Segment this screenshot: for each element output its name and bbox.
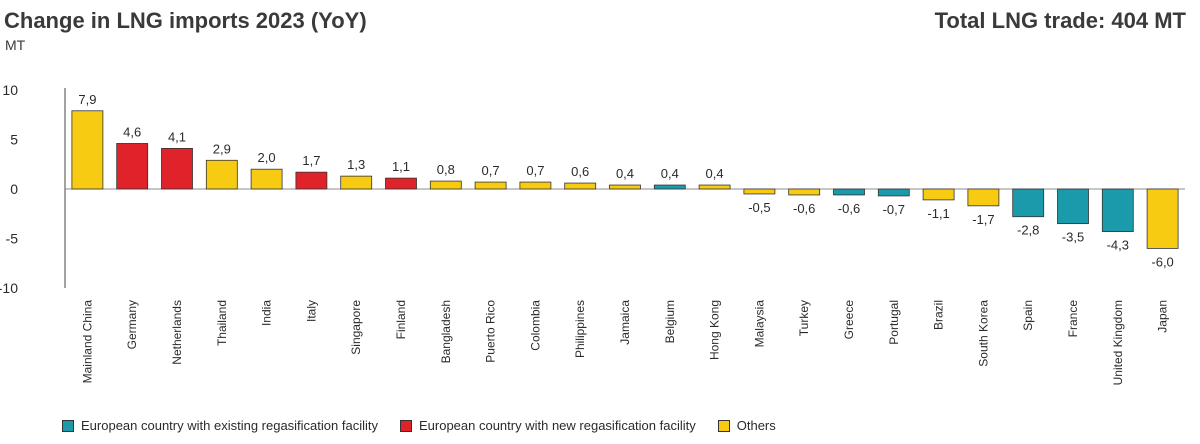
data-label-11: 0,6 <box>571 164 589 179</box>
x-tick-label-13: Belgium <box>663 300 677 343</box>
total-trade-label: Total LNG trade: 404 MT <box>934 8 1186 33</box>
data-label-20: -1,7 <box>972 212 994 227</box>
data-label-13: 0,4 <box>661 166 679 181</box>
x-tick-label-18: Portugal <box>887 300 901 345</box>
bar-23 <box>1101 188 1134 232</box>
x-tick-label-23: United Kingdom <box>1111 300 1125 385</box>
bar-22 <box>1057 188 1089 225</box>
data-label-23: -4,3 <box>1107 238 1129 253</box>
x-tick-label-5: Italy <box>304 300 318 322</box>
bar-21 <box>1012 188 1045 218</box>
data-label-9: 0,7 <box>482 163 500 178</box>
x-tick-label-0: Mainland China <box>80 300 94 384</box>
x-tick-label-1: Germany <box>125 300 139 349</box>
x-tick-label-14: Hong Kong <box>708 300 722 360</box>
x-tick-label-6: Singapore <box>349 300 363 355</box>
bar-10 <box>519 181 552 190</box>
bar-3 <box>205 159 238 190</box>
data-label-19: -1,1 <box>927 206 949 221</box>
data-label-18: -0,7 <box>883 202 905 217</box>
y-tick-label-0: 10 <box>2 82 18 98</box>
legend-swatch-others <box>717 419 730 432</box>
bar-15 <box>743 188 776 195</box>
bar-6 <box>340 175 373 190</box>
bar-4 <box>250 168 283 190</box>
data-label-1: 4,6 <box>123 124 141 139</box>
x-tick-label-16: Turkey <box>797 300 811 336</box>
data-label-24: -6,0 <box>1151 254 1173 269</box>
legend-swatch-existing <box>62 419 74 432</box>
x-tick-label-15: Malaysia <box>752 300 766 348</box>
bar-2 <box>161 148 193 190</box>
bar-20 <box>967 188 1000 207</box>
bar-12 <box>609 184 641 190</box>
data-label-10: 0,7 <box>526 163 544 178</box>
y-tick-label-2: 0 <box>10 181 18 197</box>
x-tick-label-22: France <box>1066 300 1080 338</box>
data-label-21: -2,8 <box>1017 223 1039 238</box>
data-label-7: 1,1 <box>392 159 410 174</box>
x-tick-label-3: Thailand <box>215 300 229 346</box>
x-tick-label-9: Puerto Rico <box>484 300 498 363</box>
x-tick-label-11: Philippines <box>573 300 587 358</box>
y-axis-unit: MT <box>5 37 26 53</box>
y-tick-label-3: -5 <box>6 231 19 247</box>
data-label-0: 7,9 <box>78 92 96 107</box>
legend-item-new: European country with new regasification… <box>399 418 696 433</box>
bar-chart: 10 5 0 -5 -10 7,9 Mainland China 4,6 Germany 4,1 N… <box>0 82 1185 385</box>
legend-item-others: Others <box>717 418 776 433</box>
x-tick-label-2: Netherlands <box>170 300 184 365</box>
legend: European country with existing regasific… <box>62 418 798 433</box>
data-label-16: -0,6 <box>793 201 815 216</box>
x-tick-label-21: Spain <box>1021 300 1035 331</box>
legend-swatch-new <box>399 419 412 432</box>
legend-label-new: European country with new regasification… <box>418 418 696 433</box>
bar-24 <box>1146 188 1179 249</box>
x-tick-label-20: South Korea <box>976 300 990 367</box>
x-tick-label-12: Jamaica <box>618 300 632 345</box>
bar-11 <box>564 182 597 190</box>
data-label-4: 2,0 <box>258 150 276 165</box>
bar-9 <box>474 181 507 190</box>
bar-16 <box>788 188 821 196</box>
bar-0 <box>71 110 104 190</box>
x-tick-label-8: Bangladesh <box>439 300 453 363</box>
x-tick-label-7: Finland <box>394 300 408 339</box>
bar-1 <box>116 143 149 190</box>
data-label-6: 1,3 <box>347 157 365 172</box>
data-label-22: -3,5 <box>1062 230 1084 245</box>
legend-item-existing: European country with existing regasific… <box>62 418 378 433</box>
x-tick-label-24: Japan <box>1156 300 1170 333</box>
data-label-5: 1,7 <box>302 153 320 168</box>
data-label-17: -0,6 <box>838 201 860 216</box>
legend-label-existing: European country with existing regasific… <box>81 418 378 433</box>
data-label-2: 4,1 <box>168 129 186 144</box>
data-label-12: 0,4 <box>616 166 634 181</box>
x-tick-label-19: Brazil <box>932 300 946 330</box>
y-tick-label-4: -10 <box>0 280 18 296</box>
bar-18 <box>877 188 910 197</box>
data-label-8: 0,8 <box>437 162 455 177</box>
data-label-15: -0,5 <box>748 200 770 215</box>
chart-title: Change in LNG imports 2023 (YoY) <box>4 8 367 33</box>
bar-5 <box>295 171 328 190</box>
bar-14 <box>698 184 731 190</box>
bar-19 <box>922 188 955 201</box>
bar-17 <box>833 188 865 196</box>
bar-8 <box>429 180 462 190</box>
data-label-14: 0,4 <box>706 166 724 181</box>
x-tick-label-17: Greece <box>842 300 856 340</box>
x-tick-label-10: Colombia <box>528 300 542 351</box>
data-label-3: 2,9 <box>213 141 231 156</box>
y-tick-label-1: 5 <box>10 132 18 148</box>
legend-label-others: Others <box>736 418 776 433</box>
bar-7 <box>385 177 417 190</box>
x-tick-label-4: India <box>260 300 274 326</box>
bar-13 <box>653 184 686 190</box>
